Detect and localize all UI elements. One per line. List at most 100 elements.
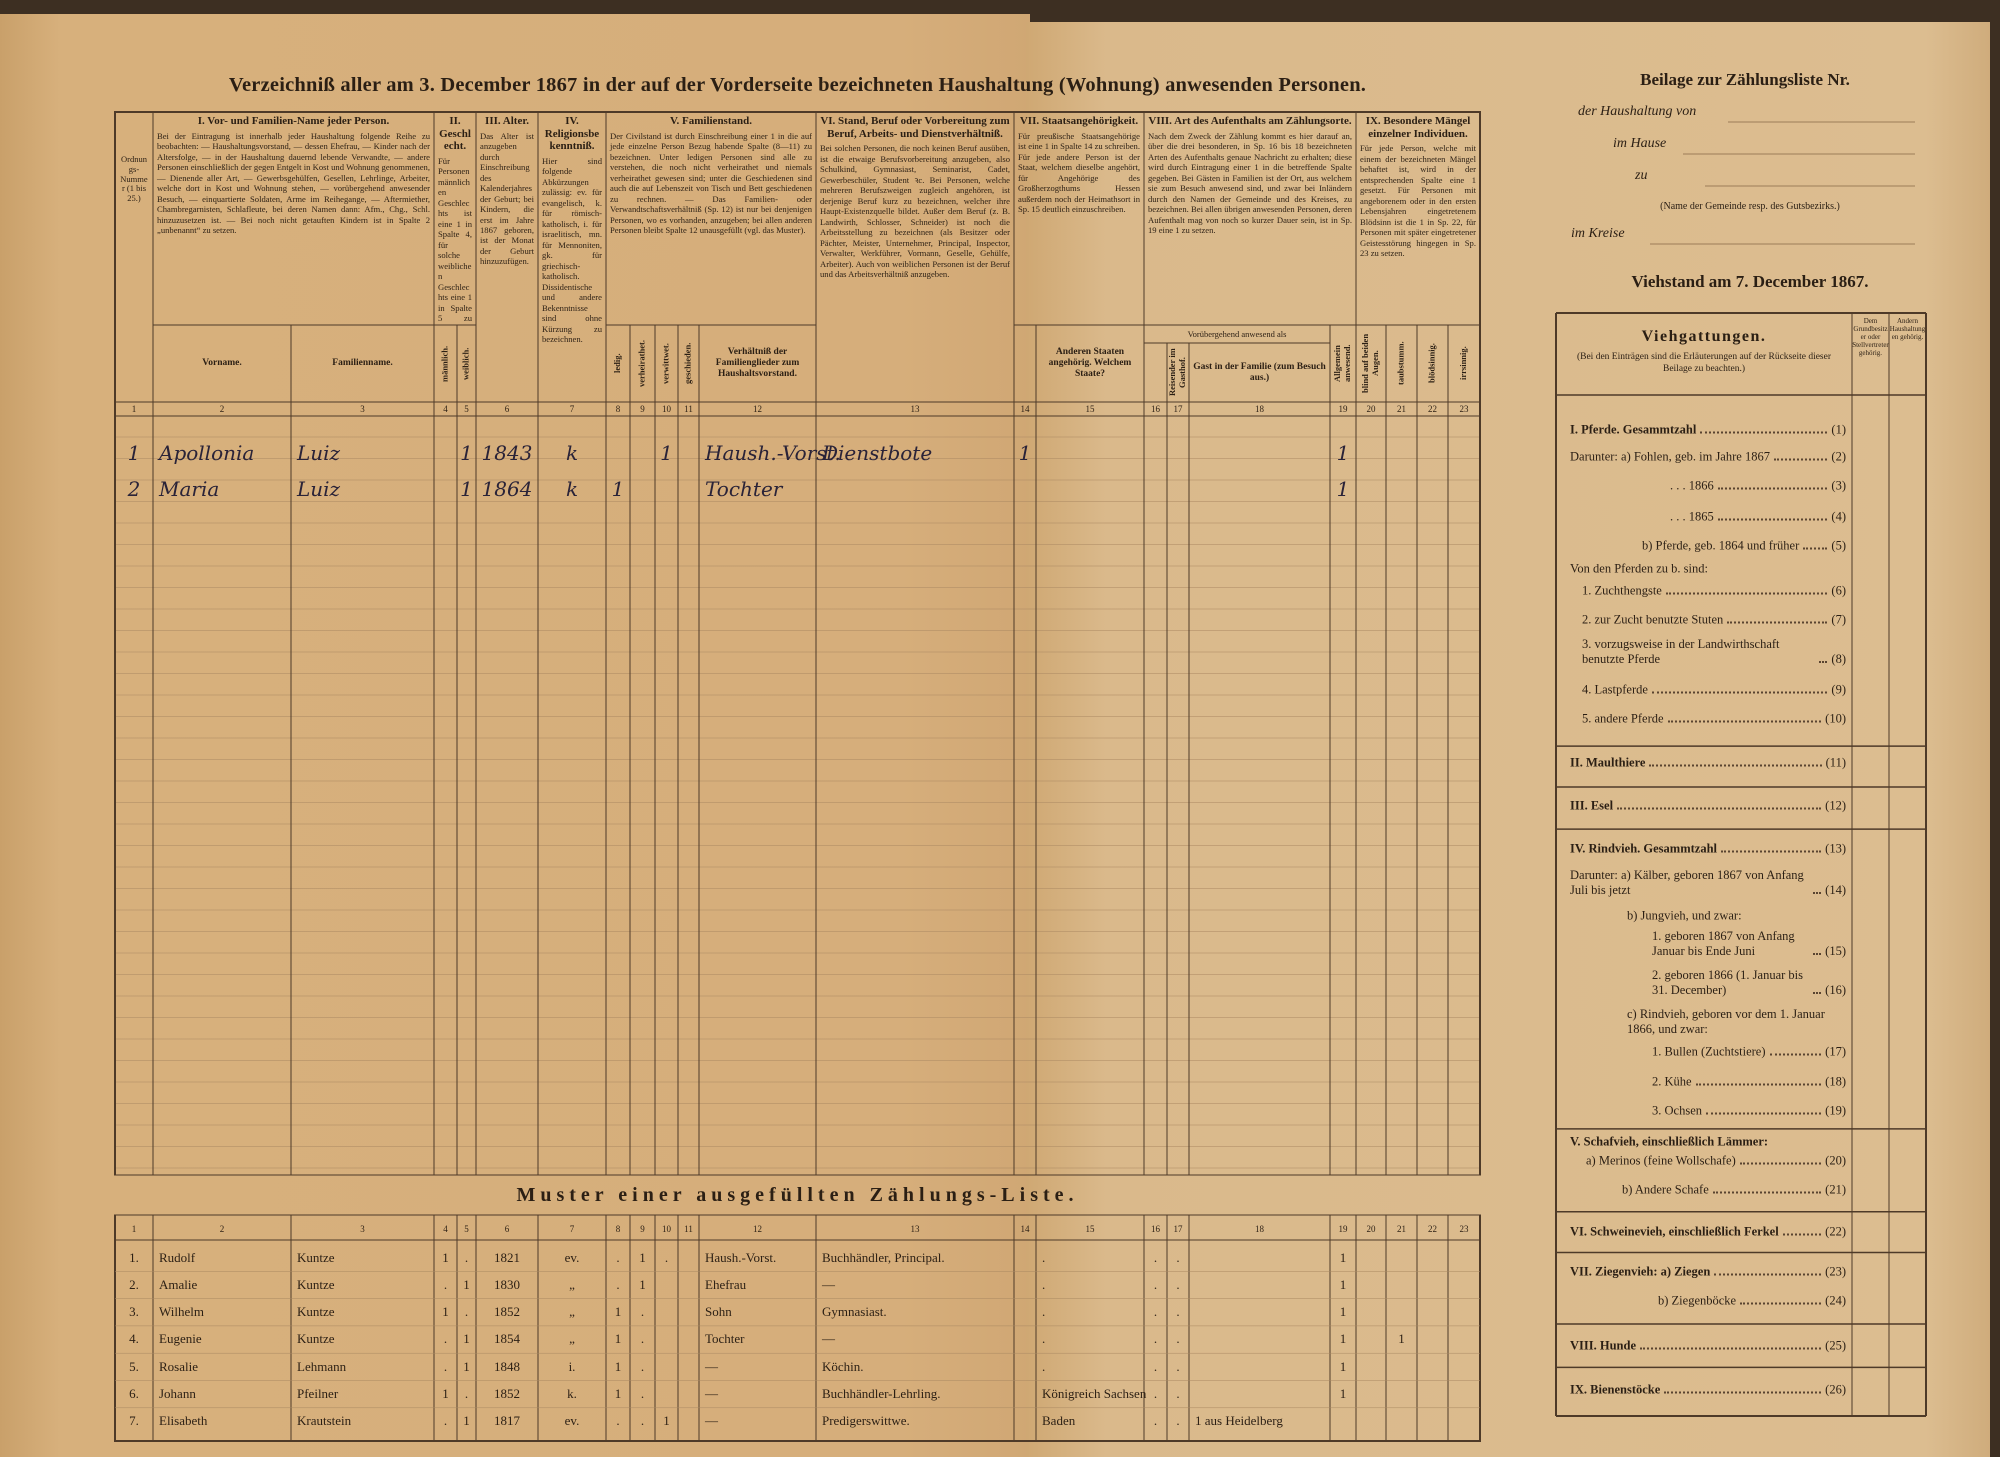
column-number: 10	[662, 404, 671, 414]
leader	[1717, 487, 1828, 490]
sample-cell: .	[443, 1358, 448, 1374]
column-number: 3	[360, 404, 365, 414]
sample-cell: 1852	[494, 1386, 520, 1401]
handwritten-entry: 1864	[481, 477, 533, 501]
livestock-item: 1. geboren 1867 von Anfang Januar bis En…	[1570, 929, 1846, 959]
sample-cell: .	[1042, 1331, 1046, 1347]
subheading: irrsinnig.	[1458, 346, 1469, 381]
column-number: 22	[1428, 404, 1437, 414]
sample-cell: 1	[663, 1413, 670, 1429]
sample-cell: .	[1176, 1358, 1180, 1374]
sample-cell: 1	[463, 1276, 470, 1292]
sample-cell: 1	[1339, 1386, 1347, 1401]
sample-cell: Sohn	[705, 1304, 732, 1320]
handwritten-entry: Luiz	[297, 441, 341, 465]
column-owner: Dem Grundbesitzer oder Stellvertreter ge…	[1852, 317, 1889, 358]
livestock-title: Viehstand am 7. December 1867.	[1631, 272, 1869, 291]
handwritten-entry: 2	[127, 477, 141, 501]
column-group: VIII. Art des Aufenthalts am Zählungsort…	[1144, 112, 1356, 325]
handwritten-entry: 1	[460, 477, 473, 501]
sample-cell: .	[1176, 1276, 1180, 1292]
sample-column-number: 17	[1173, 1224, 1183, 1234]
column-group: VII. Staatsangehörigkeit. Für preußische …	[1014, 112, 1144, 325]
group-heading: IV. Religionsbekenntniß.	[544, 115, 600, 153]
sample-cell: .	[640, 1413, 645, 1429]
sample-cell: 1	[614, 1304, 622, 1320]
sample-column-number: 22	[1428, 1224, 1437, 1234]
sample-cell: Krautstein	[297, 1413, 352, 1429]
sample-cell: 1	[463, 1331, 470, 1347]
handwritten-entry: Dienstbote	[822, 441, 933, 465]
sample-column-number: 19	[1338, 1224, 1348, 1234]
item-label: b) Ziegenböcke	[1658, 1293, 1737, 1308]
item-number: (16)	[1825, 983, 1846, 998]
subheading: verwittwet.	[660, 343, 671, 384]
group-note: Der Civilstand ist durch Einschreibung e…	[610, 130, 812, 235]
column-group: V. Familienstand. Der Civilstand ist durc…	[606, 112, 816, 325]
leader	[1769, 1053, 1822, 1056]
sample-cell: 1	[442, 1304, 449, 1320]
item-label: 2. zur Zucht benutzte Stuten	[1582, 612, 1724, 627]
column-group: I. Vor- und Familien-Name jeder Person. B…	[153, 112, 434, 325]
group-heading: Ordnungs-Nummer (1 bis 25.)	[120, 154, 148, 204]
sample-cell: Eugenie	[159, 1331, 202, 1347]
column-number: 9	[640, 404, 645, 414]
item-label: 4. Lastpferde	[1582, 682, 1648, 697]
leader	[1714, 1273, 1822, 1276]
leader	[1664, 1391, 1822, 1394]
leader	[1695, 1083, 1822, 1086]
handwritten-entry: k	[565, 477, 579, 501]
sample-cell: .	[1153, 1386, 1158, 1401]
item-label: II. Maulthiere	[1570, 755, 1646, 770]
item-label: Darunter: a) Fohlen, geb. im Jahre 1867	[1570, 449, 1770, 464]
sample-cell: „	[569, 1304, 575, 1320]
livestock-note: (Bei den Einträgen sind die Erläuterunge…	[1576, 352, 1832, 374]
sample-cell: .	[1176, 1304, 1180, 1320]
handwritten-entry: Haush.-Vorst.	[705, 441, 841, 465]
sample-cell: .	[1153, 1304, 1158, 1320]
column-number: 17	[1173, 404, 1183, 414]
handwritten-entry: Apollonia	[159, 441, 255, 465]
sample-column-number: 6	[504, 1224, 510, 1234]
sample-column-number: 23	[1459, 1224, 1469, 1234]
livestock-item: a) Merinos (feine Wollschafe) (20)	[1570, 1153, 1846, 1168]
sample-cell: .	[1153, 1249, 1158, 1265]
sample-cell: 1821	[494, 1249, 520, 1265]
livestock-item: 3. Ochsen (19)	[1570, 1103, 1846, 1118]
column-number: 8	[615, 404, 621, 414]
supplement-title: Beilage zur Zählungsliste Nr.	[1640, 70, 1850, 89]
subheading: Allgemein anwesend.	[1332, 344, 1352, 383]
livestock-heading: Viehgattungen.	[1641, 328, 1767, 345]
item-label: . . . 1866	[1670, 478, 1714, 493]
sample-column-number: 5	[464, 1224, 469, 1234]
sample-cell: 7.	[129, 1413, 139, 1429]
column-group: IV. Religionsbekenntniß. Hier sind folgen…	[538, 112, 606, 402]
item-number: (25)	[1825, 1338, 1846, 1353]
livestock-item: 3. vorzugsweise in der Landwirthschaft b…	[1570, 637, 1846, 667]
sample-cell: 5.	[129, 1358, 139, 1374]
item-number: (14)	[1825, 882, 1846, 897]
sample-cell: .	[640, 1331, 645, 1347]
column-number: 18	[1255, 404, 1264, 414]
item-label: a) Merinos (feine Wollschafe)	[1586, 1153, 1736, 1168]
item-number: (18)	[1825, 1074, 1846, 1089]
sample-cell: Johann	[159, 1386, 196, 1401]
sample-cell: „	[569, 1331, 575, 1347]
sample-cell: 1	[442, 1386, 449, 1401]
leader	[1740, 1302, 1822, 1305]
sample-cell: Kuntze	[297, 1304, 335, 1320]
sample-cell: .	[1176, 1413, 1180, 1429]
sample-cell: Kuntze	[297, 1276, 335, 1292]
group-heading: III. Alter.	[485, 115, 529, 127]
item-label: b) Andere Schafe	[1622, 1182, 1709, 1197]
sample-cell: .	[464, 1386, 469, 1401]
livestock-item: II. Maulthiere (11)	[1570, 755, 1846, 770]
item-label: Von den Pferden zu b. sind:	[1570, 561, 1708, 576]
sample-cell: .	[640, 1304, 645, 1320]
subheading: blind auf beiden Augen.	[1360, 333, 1380, 394]
subheading: Verhältniß der Familienglieder zum Haush…	[715, 347, 800, 379]
sample-cell: .	[464, 1304, 469, 1320]
sample-column-number: 14	[1020, 1224, 1030, 1234]
column-number: 6	[504, 404, 510, 414]
